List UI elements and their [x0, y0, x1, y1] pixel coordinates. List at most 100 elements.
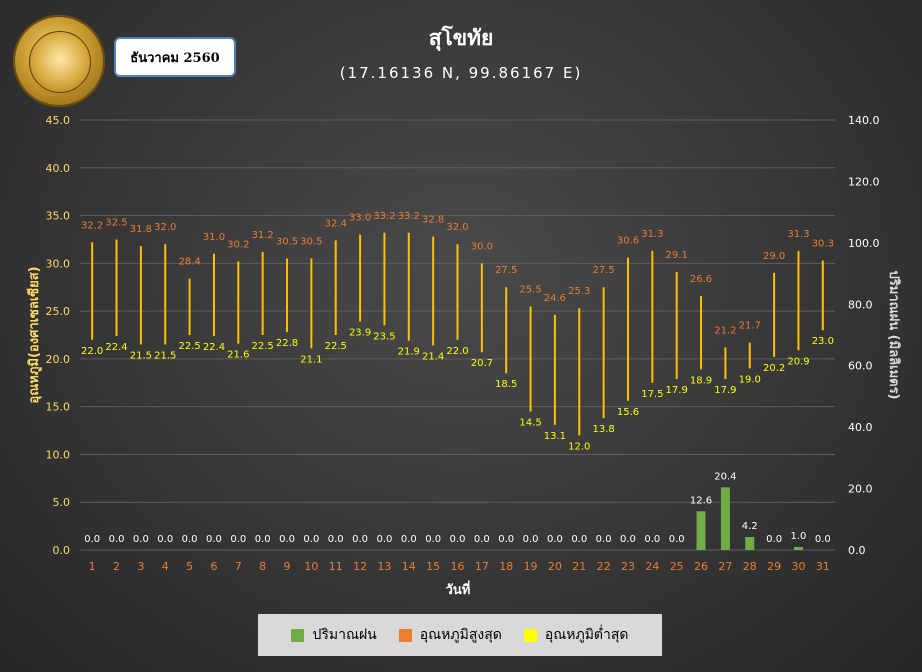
chart-subtitle: (17.16136 N, 99.86167 E) [339, 64, 583, 82]
y-tick-label-left: 45.0 [46, 114, 71, 127]
tmin-label: 22.4 [105, 342, 127, 353]
legend-label-tmax: อุณหภูมิสูงสุด [419, 627, 502, 643]
tmin-label: 21.5 [130, 351, 152, 362]
legend-swatch-rain [291, 628, 305, 642]
tmax-label: 29.1 [666, 250, 688, 261]
x-tick-label: 1 [89, 560, 96, 573]
y-tick-label-right: 120.0 [848, 175, 880, 188]
x-tick-label: 25 [670, 560, 684, 573]
tmin-label: 17.5 [641, 389, 663, 400]
tmax-label: 31.3 [641, 229, 663, 240]
tmin-label: 19.0 [739, 374, 761, 385]
tmin-label: 22.0 [446, 346, 468, 357]
rain-label: 0.0 [84, 534, 100, 545]
tmax-label: 25.3 [568, 286, 590, 297]
tmax-label: 21.2 [714, 325, 736, 336]
tmin-label: 13.1 [544, 431, 566, 442]
chart-title: สุโขทัย [428, 26, 494, 50]
x-tick-label: 12 [353, 560, 367, 573]
rain-label: 1.0 [791, 531, 807, 542]
rain-label: 0.0 [474, 534, 490, 545]
y-axis-title-left: อุณหภูมิ(องศาเซลเซียส) [26, 266, 42, 403]
tmin-label: 17.9 [714, 385, 736, 396]
x-axis-title: วันที่ [446, 580, 471, 598]
x-tick-label: 6 [210, 560, 217, 573]
y-tick-label-right: 140.0 [848, 114, 880, 127]
x-tick-label: 13 [377, 560, 391, 573]
x-tick-label: 16 [451, 560, 465, 573]
y-tick-label-left: 10.0 [46, 448, 71, 461]
rain-label: 0.0 [498, 534, 514, 545]
legend-item-tmin: อุณหภูมิต่ำสุด [523, 624, 629, 646]
tmax-label: 24.6 [544, 293, 566, 304]
legend-swatch-tmax [398, 628, 412, 642]
rain-bar [745, 537, 755, 550]
tmax-label: 25.5 [519, 284, 541, 295]
x-tick-label: 19 [524, 560, 538, 573]
x-tick-label: 22 [597, 560, 611, 573]
tmin-label: 21.1 [300, 354, 322, 365]
tmax-label: 32.0 [154, 222, 176, 233]
rain-bar [720, 487, 730, 550]
rain-label: 0.0 [644, 534, 660, 545]
tmin-label: 13.8 [592, 424, 614, 435]
tmax-label: 30.6 [617, 236, 639, 247]
tmin-label: 23.9 [349, 328, 371, 339]
tmin-label: 23.5 [373, 331, 395, 342]
rain-label: 0.0 [669, 534, 685, 545]
tmax-label: 31.8 [130, 224, 152, 235]
logo-emblem-icon [29, 31, 91, 93]
x-tick-label: 8 [259, 560, 266, 573]
rain-label: 0.0 [376, 534, 392, 545]
tmin-label: 18.5 [495, 379, 517, 390]
rain-label: 0.0 [230, 534, 246, 545]
y-tick-label-right: 20.0 [848, 483, 873, 496]
tmax-label: 33.0 [349, 213, 371, 224]
tmax-label: 27.5 [495, 265, 517, 276]
tmax-label: 30.3 [812, 238, 834, 249]
x-tick-label: 15 [426, 560, 440, 573]
rain-label: 0.0 [255, 534, 271, 545]
month-label: ธันวาคม 2560 [114, 37, 236, 77]
rain-label: 0.0 [109, 534, 125, 545]
rain-label: 0.0 [157, 534, 173, 545]
tmax-label: 30.2 [227, 239, 249, 250]
tmin-label: 21.9 [398, 347, 420, 358]
tmin-label: 22.4 [203, 342, 225, 353]
tmax-label: 33.2 [373, 211, 395, 222]
rain-label: 20.4 [714, 471, 736, 482]
rain-label: 0.0 [401, 534, 417, 545]
tmin-label: 21.4 [422, 352, 444, 363]
tmax-label: 31.0 [203, 232, 225, 243]
rain-label: 0.0 [425, 534, 441, 545]
tmax-label: 30.5 [300, 237, 322, 248]
tmin-label: 12.0 [568, 441, 590, 452]
x-tick-label: 3 [137, 560, 144, 573]
y-tick-label-left: 5.0 [53, 496, 71, 509]
y-tick-label-left: 40.0 [46, 162, 71, 175]
tmin-label: 20.2 [763, 363, 785, 374]
x-tick-label: 26 [694, 560, 708, 573]
legend-swatch-tmin [523, 628, 537, 642]
rain-label: 0.0 [815, 534, 831, 545]
tmin-label: 22.5 [252, 341, 274, 352]
tmin-label: 21.5 [154, 351, 176, 362]
x-tick-label: 21 [572, 560, 586, 573]
tmax-label: 26.6 [690, 274, 712, 285]
tmax-label: 32.8 [422, 215, 444, 226]
x-tick-label: 23 [621, 560, 635, 573]
rain-label: 12.6 [690, 495, 712, 506]
department-logo [13, 15, 105, 107]
tmax-label: 33.2 [398, 211, 420, 222]
x-tick-label: 14 [402, 560, 416, 573]
tmax-label: 32.0 [446, 222, 468, 233]
y-tick-label-right: 100.0 [848, 237, 880, 250]
tmin-label: 22.5 [325, 341, 347, 352]
tmin-label: 17.9 [666, 385, 688, 396]
x-tick-label: 4 [162, 560, 169, 573]
tmax-label: 30.5 [276, 237, 298, 248]
tmax-label: 21.7 [739, 321, 761, 332]
tmax-label: 32.2 [81, 220, 103, 231]
tmin-label: 22.8 [276, 338, 298, 349]
